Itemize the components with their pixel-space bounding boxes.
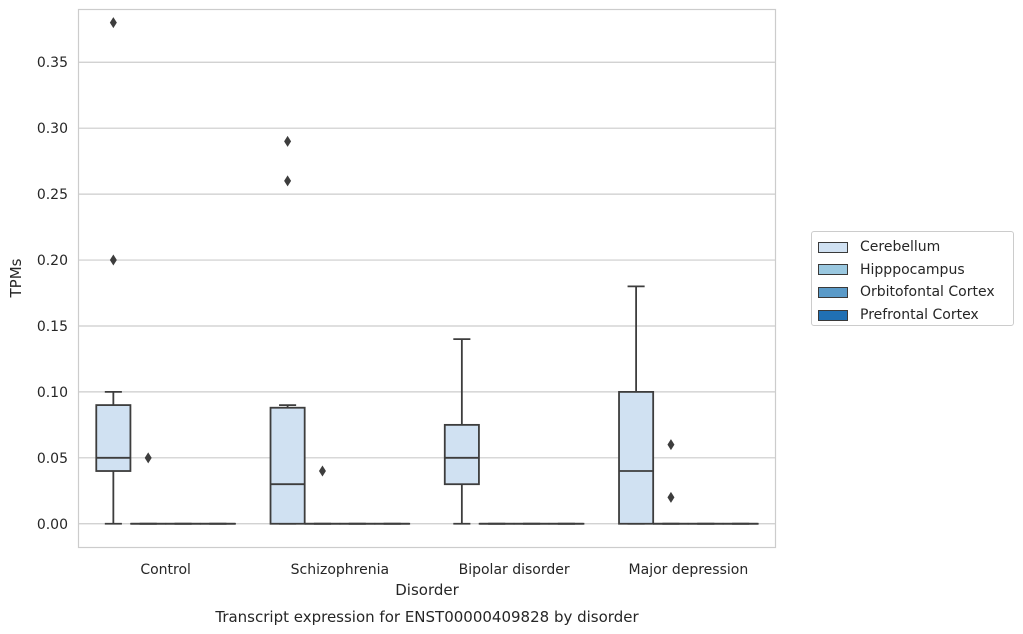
x-tick-label-3: Major depression xyxy=(629,562,749,578)
y-tick-label-7: 0.35 xyxy=(37,55,68,71)
x-axis-label: Disorder xyxy=(395,581,459,599)
y-tick-label-0: 0.00 xyxy=(37,517,68,533)
box-hipppocampus-1 xyxy=(304,465,341,525)
legend: Cerebellum Hipppocampus Orbitofontal Corte… xyxy=(811,231,1014,326)
y-axis-label: TPMs xyxy=(7,258,25,298)
x-tick-label-1: Schizophrenia xyxy=(291,562,389,578)
y-tick-label-3: 0.15 xyxy=(37,319,68,335)
legend-label: Cerebellum xyxy=(860,239,941,256)
legend-swatch xyxy=(818,286,848,298)
box-cerebellum-3 xyxy=(618,285,655,525)
box-hipppocampus-0 xyxy=(130,452,167,525)
legend-swatch xyxy=(818,309,848,321)
legend-item: Orbitofontal Cortex xyxy=(818,281,1013,304)
outlier-point-0 xyxy=(109,254,117,266)
box-body xyxy=(618,391,655,525)
box-hipppocampus-3 xyxy=(652,439,689,525)
box-body xyxy=(443,423,480,486)
y-tick-label-2: 0.10 xyxy=(37,385,68,401)
legend-label: Orbitofontal Cortex xyxy=(860,284,995,301)
outlier-point-0 xyxy=(144,452,152,464)
outlier-point-0 xyxy=(667,491,675,503)
legend-label: Hipppocampus xyxy=(860,261,965,278)
legend-item: Hipppocampus xyxy=(818,259,1013,282)
outlier-point-0 xyxy=(284,175,292,187)
box-layer xyxy=(95,17,759,525)
box-body xyxy=(269,406,306,525)
x-tick-label-0: Control xyxy=(140,562,191,578)
box-cerebellum-0 xyxy=(95,17,132,525)
y-tick-label-5: 0.25 xyxy=(37,187,68,203)
x-tick-label-2: Bipolar disorder xyxy=(459,562,570,578)
outlier-point-0 xyxy=(318,465,326,477)
y-tick-label-6: 0.30 xyxy=(37,121,68,137)
y-tick-labels: 0.00 0.05 0.10 0.15 0.20 0.25 0.30 0.35 xyxy=(37,55,68,533)
grid-lines xyxy=(78,61,776,525)
box-body xyxy=(95,404,132,472)
legend-label: Prefrontal Cortex xyxy=(860,307,979,324)
outlier-point-1 xyxy=(284,135,292,147)
box-cerebellum-1 xyxy=(269,135,306,525)
plot-frame xyxy=(77,8,777,549)
legend-item: Cerebellum xyxy=(818,236,1013,259)
legend-swatch xyxy=(818,264,848,276)
outlier-point-1 xyxy=(667,439,675,451)
box-cerebellum-2 xyxy=(443,338,480,525)
legend-swatch xyxy=(818,241,848,253)
y-tick-label-1: 0.05 xyxy=(37,451,68,467)
chart-title: Transcript expression for ENST0000040982… xyxy=(214,608,639,626)
x-tick-labels: Control Schizophrenia Bipolar disorder Majo… xyxy=(140,562,748,578)
y-tick-label-4: 0.20 xyxy=(37,253,68,269)
outlier-point-1 xyxy=(109,17,117,29)
legend-item: Prefrontal Cortex xyxy=(818,304,1013,327)
